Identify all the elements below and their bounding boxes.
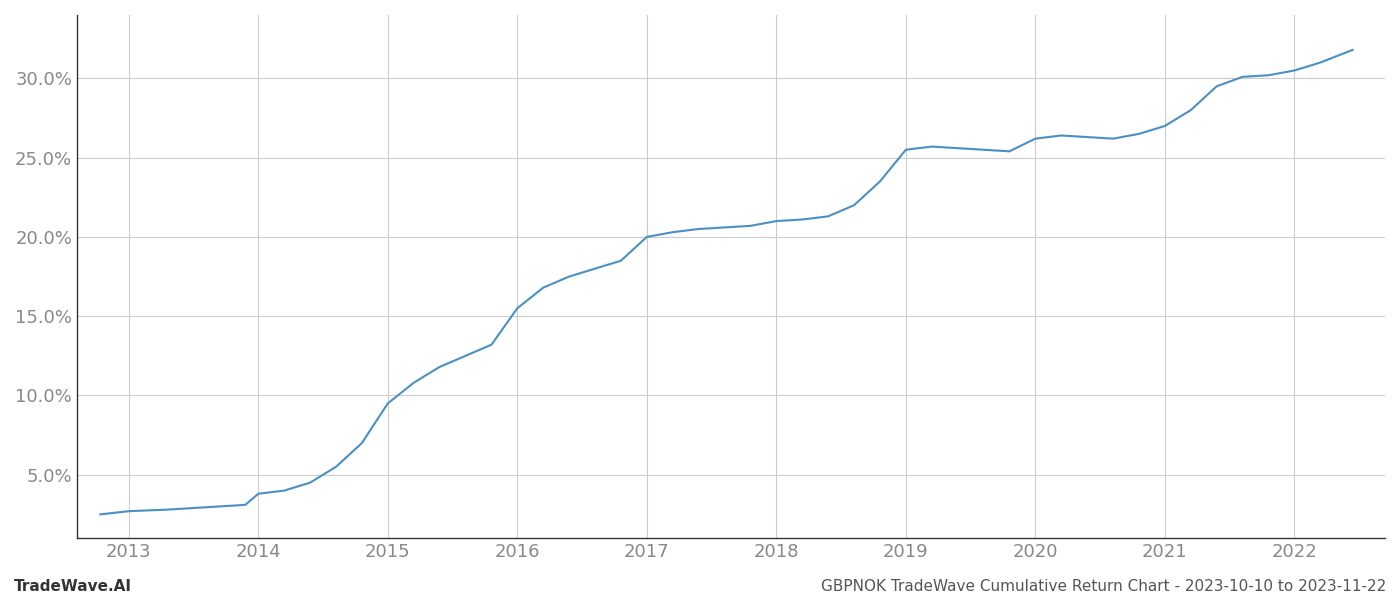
Text: GBPNOK TradeWave Cumulative Return Chart - 2023-10-10 to 2023-11-22: GBPNOK TradeWave Cumulative Return Chart… — [820, 579, 1386, 594]
Text: TradeWave.AI: TradeWave.AI — [14, 579, 132, 594]
